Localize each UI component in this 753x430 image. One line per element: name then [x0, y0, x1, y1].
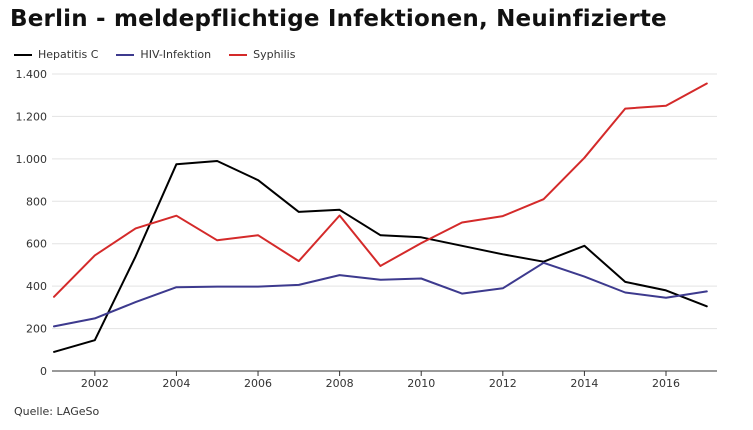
y-tick-label: 600: [26, 238, 47, 251]
legend-swatch-hepatitis-c: [14, 53, 32, 56]
series-line-hiv-infektion: [53, 261, 708, 328]
x-tick-label: 2008: [326, 377, 354, 390]
legend-label-syphilis: Syphilis: [253, 48, 296, 61]
chart-title: Berlin - meldepflichtige Infektionen, Ne…: [10, 6, 667, 32]
x-tick-label: 2010: [407, 377, 435, 390]
y-tick-label: 1.400: [16, 68, 48, 81]
y-tick-label: 1.000: [16, 153, 48, 166]
legend-item-syphilis: Syphilis: [229, 48, 295, 61]
y-tick-label: 800: [26, 195, 47, 208]
y-tick-label: 200: [26, 323, 47, 336]
x-tick-label: 2012: [489, 377, 517, 390]
y-tick-label: 0: [40, 365, 47, 378]
series-lines: [53, 82, 708, 353]
x-tick-label: 2002: [81, 377, 109, 390]
legend-label-hepatitis-c: Hepatitis C: [38, 48, 99, 61]
legend-label-hiv-infektion: HIV-Infektion: [140, 48, 212, 61]
legend-item-hepatitis-c: Hepatitis C: [14, 48, 98, 61]
y-tick-label: 1.200: [16, 110, 48, 123]
x-tick-label: 2016: [652, 377, 680, 390]
legend-swatch-hiv-infektion: [116, 53, 135, 56]
gridlines: [52, 73, 717, 330]
legend-swatch-syphilis: [229, 53, 248, 56]
series-line-syphilis: [53, 82, 708, 298]
legend-item-hiv-infektion: HIV-Infektion: [116, 48, 211, 61]
y-tick-label: 400: [26, 280, 47, 293]
axes: 0 200 400 600 800 1.000 1.200 1.400 2002 2004 2006…: [16, 68, 717, 390]
chart-legend: Hepatitis C HIV-Infektion Syphilis: [14, 48, 295, 61]
x-tick-label: 2006: [244, 377, 272, 390]
source-note: Quelle: LAGeSo: [14, 405, 100, 418]
x-tick-label: 2004: [162, 377, 190, 390]
x-tick-label: 2014: [570, 377, 598, 390]
series-line-hepatitis-c: [53, 160, 708, 353]
